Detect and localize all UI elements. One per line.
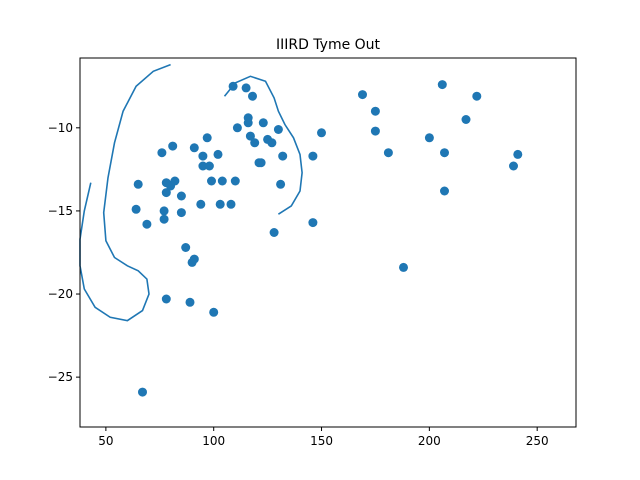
data-point xyxy=(189,254,199,264)
data-point xyxy=(159,206,169,216)
data-point xyxy=(317,128,326,138)
data-point xyxy=(440,186,449,196)
data-point xyxy=(258,118,268,128)
data-point xyxy=(308,151,318,161)
y-tick-label: −10 xyxy=(48,121,73,135)
data-point xyxy=(370,126,380,136)
data-point xyxy=(273,125,283,134)
data-point xyxy=(215,199,225,209)
data-point xyxy=(241,83,251,93)
chart-title: IIIRD Tyme Out xyxy=(276,37,381,53)
data-point xyxy=(472,91,482,101)
data-point xyxy=(161,294,171,304)
data-point xyxy=(131,204,141,214)
data-point xyxy=(278,151,288,161)
data-point xyxy=(437,80,447,90)
data-point xyxy=(461,115,471,124)
data-point xyxy=(159,214,169,224)
data-point xyxy=(213,149,223,159)
contour-line xyxy=(223,75,303,215)
contour-line xyxy=(79,63,171,322)
data-point xyxy=(230,176,240,186)
data-point xyxy=(383,148,393,158)
data-point xyxy=(243,118,253,128)
data-point xyxy=(181,243,191,252)
y-tick-label: −20 xyxy=(48,287,73,301)
data-point xyxy=(189,143,199,153)
data-point xyxy=(308,218,318,228)
data-point xyxy=(202,133,212,143)
data-point xyxy=(185,297,195,307)
data-point xyxy=(217,176,227,186)
data-point xyxy=(509,161,518,171)
axes: 50 100 150 200 250 −25 −20 −15 −10 xyxy=(48,121,549,448)
data-point xyxy=(209,307,219,317)
data-point xyxy=(370,106,380,116)
data-point xyxy=(196,199,206,209)
data-point xyxy=(250,138,260,148)
data-point xyxy=(161,188,171,198)
data-point xyxy=(256,158,266,168)
data-point xyxy=(276,179,286,189)
data-point xyxy=(226,199,236,209)
data-point xyxy=(176,191,186,201)
data-point xyxy=(204,161,214,171)
data-point xyxy=(157,148,167,158)
data-point xyxy=(133,179,143,189)
x-tick-label: 50 xyxy=(98,434,113,448)
data-point xyxy=(358,90,367,100)
plot-frame xyxy=(79,57,577,428)
data-point xyxy=(168,141,178,151)
data-point xyxy=(207,176,216,186)
x-tick-label: 250 xyxy=(526,434,549,448)
data-point xyxy=(267,138,277,148)
data-point xyxy=(248,91,257,101)
density-contours xyxy=(79,63,303,322)
y-tick-label: −25 xyxy=(48,370,73,384)
data-point xyxy=(232,123,242,133)
data-point xyxy=(440,148,449,158)
data-point xyxy=(228,81,238,91)
data-point xyxy=(399,262,408,272)
data-points xyxy=(131,80,523,397)
x-tick-label: 150 xyxy=(310,434,333,448)
data-point xyxy=(513,149,523,159)
y-tick-label: −15 xyxy=(48,204,73,218)
data-point xyxy=(269,228,279,237)
data-point xyxy=(198,151,208,161)
data-point xyxy=(198,161,208,171)
data-point xyxy=(245,131,255,141)
data-point xyxy=(138,387,147,397)
x-tick-label: 100 xyxy=(202,434,225,448)
data-point xyxy=(176,208,186,218)
data-point xyxy=(424,133,434,143)
data-point xyxy=(142,219,152,229)
x-tick-label: 200 xyxy=(418,434,441,448)
data-point xyxy=(170,176,180,186)
